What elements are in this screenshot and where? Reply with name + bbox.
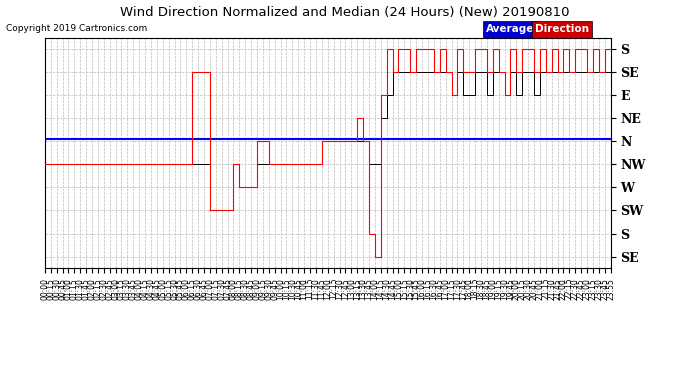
Text: Wind Direction Normalized and Median (24 Hours) (New) 20190810: Wind Direction Normalized and Median (24… bbox=[120, 6, 570, 19]
Text: Direction: Direction bbox=[535, 24, 589, 34]
Text: Copyright 2019 Cartronics.com: Copyright 2019 Cartronics.com bbox=[6, 24, 147, 33]
Text: Average: Average bbox=[486, 24, 535, 34]
